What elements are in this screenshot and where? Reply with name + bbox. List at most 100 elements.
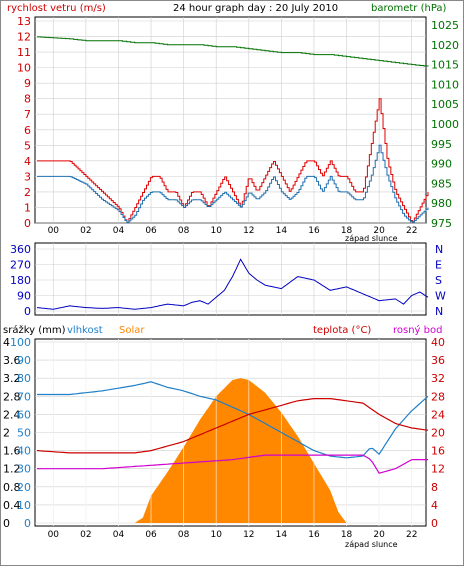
temp-hour-label: 04 — [113, 530, 125, 540]
direction-chart-series — [36, 258, 429, 310]
solar-axis-label: Solar — [119, 325, 145, 336]
barometer-tick-label: 1000 — [431, 118, 459, 131]
wind-hour-label: 04 — [113, 226, 125, 236]
rain-tick-label: 4 — [3, 336, 10, 349]
rain-axis-label: srážky (mm) — [3, 324, 66, 336]
temperature-tick-label: 20 — [431, 427, 445, 440]
humidity-line — [37, 381, 429, 459]
wind-axis-label: rychlost vetru (m/s) — [7, 3, 106, 14]
humidity-tick-label: 40 — [17, 445, 31, 458]
barometer-tick-label: 1015 — [431, 59, 459, 72]
temperature-axis-label: teplota (°C) — [313, 325, 371, 336]
wind-direction-line — [36, 258, 429, 310]
temperature-tick-label: 16 — [431, 445, 445, 458]
direction-tick-label: 270 — [10, 259, 31, 272]
temperature-tick-label: 4 — [431, 499, 438, 512]
wind-hour-label: 16 — [308, 226, 320, 236]
humidity-tick-label: 90 — [17, 354, 31, 367]
wind-tick-label: 6 — [24, 124, 31, 137]
temp-hour-label: 18 — [341, 530, 353, 540]
humidity-tick-label: 100 — [10, 336, 31, 349]
rain-tick-label: 3.2 — [3, 372, 21, 385]
solar-area — [37, 378, 428, 523]
temperature-tick-label: 12 — [431, 463, 445, 476]
temp-hour-label: 02 — [80, 530, 91, 540]
barometer-tick-label: 1005 — [431, 98, 459, 111]
rain-tick-label: 2.8 — [3, 390, 21, 403]
wind-hour-label: 12 — [243, 226, 254, 236]
temp-hour-label: 08 — [178, 530, 190, 540]
wind-hour-label: 20 — [373, 226, 385, 236]
temperature-tick-label: 36 — [431, 354, 445, 367]
wind-tick-label: 8 — [24, 93, 31, 106]
temp-hour-label: 12 — [243, 530, 254, 540]
temperature-tick-label: 0 — [431, 517, 438, 530]
wind-chart-axes: 0123456789101112139759809859909951000100… — [17, 15, 459, 236]
wind-hour-label: 10 — [210, 226, 222, 236]
humidity-tick-label: 50 — [17, 427, 31, 440]
direction-tick-label: 360 — [10, 243, 31, 256]
wind-series-line-2 — [37, 36, 429, 67]
humidity-tick-label: 60 — [17, 408, 31, 421]
rain-tick-label: 1.6 — [3, 445, 21, 458]
wind-tick-label: 4 — [24, 155, 31, 168]
humidity-tick-label: 70 — [17, 390, 31, 403]
wind-tick-label: 13 — [17, 15, 31, 28]
wind-hour-label: 18 — [341, 226, 353, 236]
wind-hour-label: 06 — [145, 226, 157, 236]
temperature-tick-label: 32 — [431, 372, 445, 385]
wind-tick-label: 9 — [24, 77, 31, 90]
rain-tick-label: 0.8 — [3, 481, 21, 494]
wind-tick-label: 12 — [17, 31, 31, 44]
temp-hour-label: 16 — [308, 530, 320, 540]
barometer-tick-label: 975 — [431, 217, 452, 230]
humidity-axis-label: vlhkost — [67, 325, 103, 336]
barometer-tick-label: 990 — [431, 158, 452, 171]
wind-tick-label: 10 — [17, 62, 31, 75]
humidity-tick-label: 20 — [17, 481, 31, 494]
temp-hour-label: 06 — [145, 530, 157, 540]
temp-hour-label: 10 — [210, 530, 222, 540]
temperature-tick-label: 40 — [431, 336, 445, 349]
wind-hour-label: 02 — [80, 226, 91, 236]
barometer-tick-label: 980 — [431, 197, 452, 210]
wind-series-line-1 — [37, 144, 429, 224]
direction-tick-label: 0 — [24, 305, 31, 318]
temperature-chart-axes: 00000.41041000.82082001.230123001.640164… — [3, 336, 445, 540]
dewpoint-line — [37, 454, 428, 474]
humidity-tick-label: 30 — [17, 463, 31, 476]
barometer-tick-label: 1010 — [431, 78, 459, 91]
rain-tick-label: 2 — [3, 427, 10, 440]
temperature-tick-label: 28 — [431, 390, 445, 403]
barometer-tick-label: 985 — [431, 177, 452, 190]
sunset-note-top: západ slunce — [345, 234, 398, 243]
rain-tick-label: 1.2 — [3, 463, 21, 476]
humidity-tick-label: 80 — [17, 372, 31, 385]
temp-hour-label: 14 — [276, 530, 288, 540]
rain-tick-label: 0.4 — [3, 499, 21, 512]
wind-tick-label: 1 — [24, 201, 31, 214]
temperature-tick-label: 8 — [431, 481, 438, 494]
wind-hour-label: 14 — [276, 226, 288, 236]
wind-tick-label: 5 — [24, 139, 31, 152]
compass-label: N — [435, 305, 443, 318]
wind-tick-label: 11 — [17, 46, 31, 59]
wind-tick-label: 7 — [24, 108, 31, 121]
sunset-note-bottom: západ slunce — [345, 540, 398, 549]
barometer-tick-label: 1020 — [431, 39, 459, 52]
barometer-tick-label: 995 — [431, 138, 452, 151]
compass-label: N — [435, 243, 443, 256]
rain-tick-label: 2.4 — [3, 408, 21, 421]
direction-chart-axes: 0 N 90 W 180 S 270 E 360 N — [10, 243, 446, 318]
temp-hour-label: 20 — [373, 530, 385, 540]
temperature-tick-label: 24 — [431, 408, 445, 421]
wind-hour-label: 08 — [178, 226, 190, 236]
temp-hour-label: 22 — [406, 530, 417, 540]
compass-label: E — [435, 259, 442, 272]
barometer-tick-label: 1025 — [431, 19, 459, 32]
rain-tick-label: 3.6 — [3, 354, 21, 367]
wind-chart-series — [37, 36, 429, 224]
chart-title: 24 hour graph day : 20 July 2010 — [173, 3, 338, 14]
